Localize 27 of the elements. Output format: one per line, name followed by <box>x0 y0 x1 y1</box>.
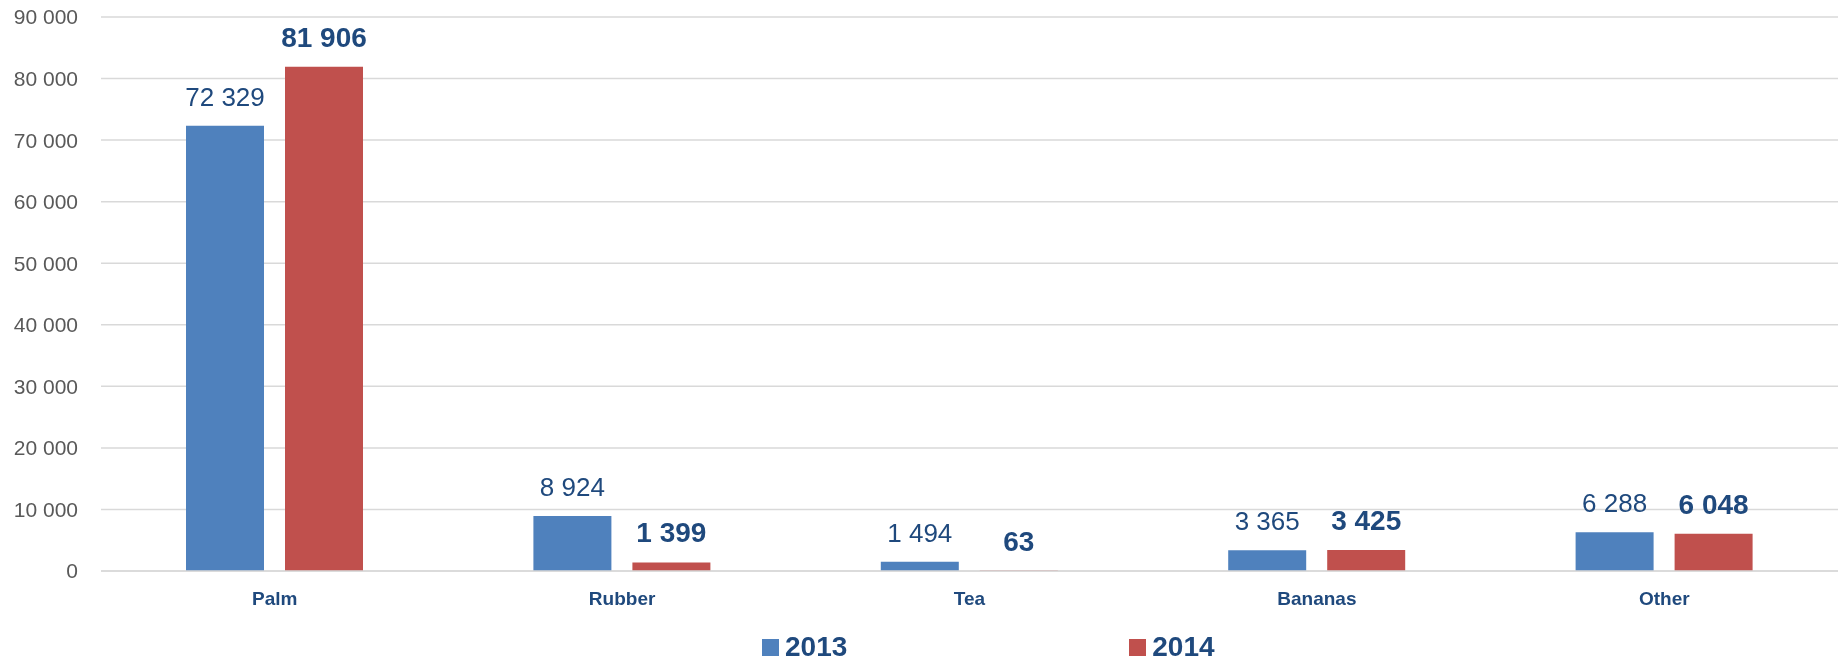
data-label: 8 924 <box>539 472 605 503</box>
y-tick-label: 60 000 <box>13 190 78 214</box>
y-tick-label: 70 000 <box>13 128 78 152</box>
y-tick-label: 80 000 <box>13 67 78 91</box>
data-label: 3 365 <box>1234 506 1300 537</box>
data-label: 3 425 <box>1331 504 1402 536</box>
y-tick-label: 40 000 <box>13 313 78 337</box>
data-label: 6 288 <box>1582 488 1648 519</box>
legend-label: 2014 <box>1152 631 1215 663</box>
data-label: 72 329 <box>185 81 265 112</box>
y-tick-label: 50 000 <box>13 251 78 275</box>
x-tick-label: Tea <box>953 588 986 610</box>
x-tick-label: Other <box>1638 588 1691 610</box>
x-tick-label: Bananas <box>1277 588 1357 610</box>
legend-label: 2013 <box>785 631 848 663</box>
x-tick-label: Palm <box>251 588 298 610</box>
y-tick-label: 30 000 <box>13 374 78 398</box>
data-label: 1 399 <box>636 517 707 549</box>
y-tick-label: 0 <box>66 559 78 583</box>
data-label: 6 048 <box>1678 488 1749 520</box>
data-label: 63 <box>1003 525 1035 557</box>
y-tick-label: 90 000 <box>13 5 78 29</box>
data-label: 1 494 <box>887 517 953 548</box>
data-label: 81 906 <box>281 21 367 53</box>
y-tick-label: 20 000 <box>13 436 78 460</box>
x-tick-label: Rubber <box>588 588 656 610</box>
y-tick-label: 10 000 <box>13 497 78 521</box>
